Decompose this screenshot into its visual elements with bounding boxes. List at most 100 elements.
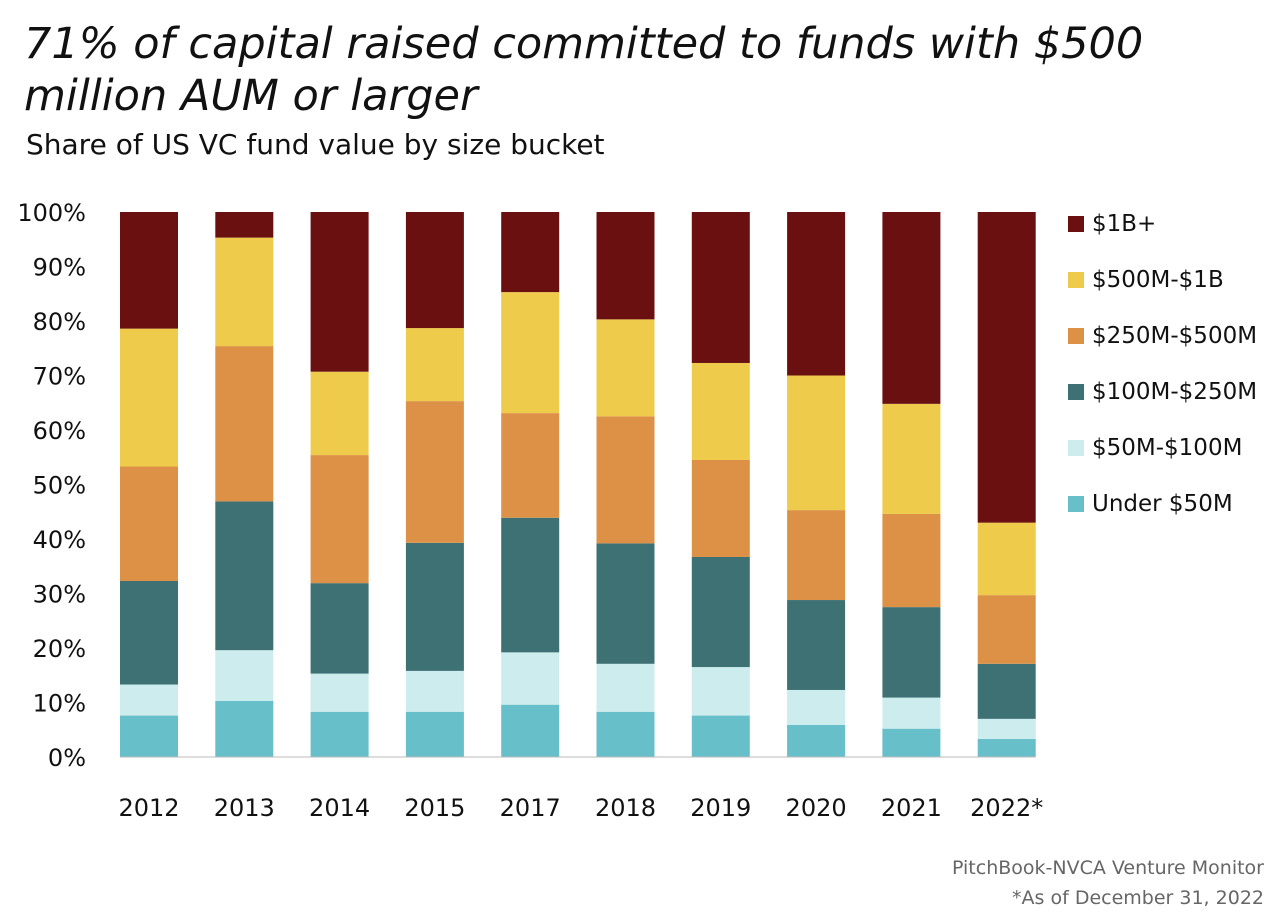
bar-segment bbox=[215, 346, 274, 502]
bar-segment bbox=[787, 600, 846, 690]
bar-segment bbox=[787, 212, 846, 376]
legend-item: Under $50M bbox=[1068, 476, 1257, 532]
x-tick-label: 2019 bbox=[690, 794, 751, 822]
bar-segment bbox=[977, 739, 1036, 757]
bar-segment bbox=[405, 711, 464, 757]
bar-segment bbox=[596, 319, 655, 417]
x-tick-label: 2022* bbox=[970, 794, 1043, 822]
legend-item: $100M-$250M bbox=[1068, 364, 1257, 420]
bar-segment bbox=[882, 728, 941, 757]
bar-segment bbox=[787, 689, 846, 725]
bar-segment bbox=[501, 652, 560, 705]
bar-segment bbox=[310, 673, 369, 712]
bar-segment bbox=[405, 401, 464, 543]
bar-segment bbox=[977, 522, 1036, 596]
y-tick-label: 100% bbox=[17, 199, 86, 227]
x-tick-label: 2014 bbox=[309, 794, 370, 822]
bar-segment bbox=[596, 212, 655, 320]
y-tick-label: 80% bbox=[33, 308, 86, 336]
bar-segment bbox=[596, 543, 655, 664]
stacked-bar-chart: 0% 10% 20% 30% 40% 50% 60% 70% 80% 90% 100% 2012 201… bbox=[17, 199, 1043, 822]
bar-segment bbox=[691, 212, 750, 363]
legend: $1B+ $500M-$1B $250M-$500M $100M-$250M $… bbox=[1068, 196, 1257, 532]
bar-segment bbox=[882, 607, 941, 698]
bar-segment bbox=[120, 580, 178, 685]
bar-segment bbox=[787, 375, 846, 511]
bar-segment bbox=[787, 510, 846, 601]
bar-segment bbox=[691, 715, 750, 757]
chart-title: 71% of capital raised committed to funds… bbox=[24, 19, 1144, 121]
bar-segment bbox=[596, 711, 655, 757]
bar-segment bbox=[215, 212, 274, 238]
x-tick-label: 2021 bbox=[881, 794, 942, 822]
footnote-line: *As of December 31, 2022 bbox=[1012, 887, 1264, 909]
bar-segment bbox=[977, 595, 1036, 664]
bar-segment bbox=[215, 501, 274, 651]
bar-segment bbox=[120, 684, 178, 716]
chart-subtitle: Share of US VC fund value by size bucket bbox=[26, 128, 605, 161]
legend-label: $1B+ bbox=[1092, 211, 1157, 237]
legend-label: $50M-$100M bbox=[1092, 435, 1243, 461]
bar-segment bbox=[977, 663, 1036, 719]
y-tick-label: 20% bbox=[33, 635, 86, 663]
bar-segment bbox=[977, 212, 1036, 523]
bar-segment bbox=[405, 670, 464, 712]
bar-segment bbox=[405, 542, 464, 671]
bar-segment bbox=[120, 715, 178, 757]
bar-segment bbox=[310, 455, 369, 584]
legend-swatch bbox=[1068, 328, 1084, 344]
bar-segment bbox=[310, 583, 369, 674]
x-tick-label: 2017 bbox=[500, 794, 561, 822]
x-tick-label: 2012 bbox=[118, 794, 179, 822]
bar-segment bbox=[596, 663, 655, 712]
bar-segment bbox=[120, 212, 178, 329]
bar-segment bbox=[501, 292, 560, 414]
y-tick-label: 0% bbox=[48, 744, 86, 772]
legend-item: $1B+ bbox=[1068, 196, 1257, 252]
bar-segment bbox=[501, 212, 560, 293]
bar-segment bbox=[691, 667, 750, 716]
bar-segment bbox=[120, 328, 178, 467]
bar-segment bbox=[310, 371, 369, 456]
x-tick-label: 2015 bbox=[404, 794, 465, 822]
y-tick-label: 10% bbox=[33, 690, 86, 718]
x-tick-label: 2013 bbox=[214, 794, 275, 822]
y-tick-label: 70% bbox=[33, 363, 86, 391]
bar-segment bbox=[215, 700, 274, 757]
legend-item: $50M-$100M bbox=[1068, 420, 1257, 476]
y-tick-label: 60% bbox=[33, 417, 86, 445]
bar-segment bbox=[405, 328, 464, 402]
bar-segment bbox=[882, 697, 941, 729]
bar-segment bbox=[787, 724, 846, 757]
bar-segment bbox=[882, 513, 941, 608]
bar-segment bbox=[691, 556, 750, 668]
legend-label: $250M-$500M bbox=[1092, 323, 1258, 349]
legend-item: $500M-$1B bbox=[1068, 252, 1257, 308]
source-line: PitchBook-NVCA Venture Monitor bbox=[951, 857, 1264, 879]
bar-segment bbox=[501, 704, 560, 757]
legend-swatch bbox=[1068, 216, 1084, 232]
y-tick-label: 30% bbox=[33, 581, 86, 609]
legend-label: Under $50M bbox=[1092, 491, 1233, 517]
bar-segment bbox=[310, 711, 369, 757]
bar-segment bbox=[501, 413, 560, 518]
bar-segment bbox=[977, 718, 1036, 740]
bar-segment bbox=[691, 459, 750, 557]
bar-segment bbox=[120, 466, 178, 581]
bar-segment bbox=[215, 237, 274, 347]
legend-swatch bbox=[1068, 272, 1084, 288]
bar-segment bbox=[215, 650, 274, 701]
source-note: PitchBook-NVCA Venture Monitor *As of De… bbox=[952, 853, 1264, 913]
bar-segment bbox=[882, 403, 941, 514]
bar-segment bbox=[691, 362, 750, 460]
y-tick-label: 40% bbox=[33, 526, 86, 554]
bar-segment bbox=[501, 517, 560, 653]
legend-label: $100M-$250M bbox=[1092, 379, 1258, 405]
legend-swatch bbox=[1068, 440, 1084, 456]
bar-segment bbox=[405, 212, 464, 329]
legend-swatch bbox=[1068, 496, 1084, 512]
y-tick-label: 90% bbox=[33, 254, 86, 282]
bar-segment bbox=[882, 212, 941, 404]
legend-label: $500M-$1B bbox=[1092, 267, 1224, 293]
legend-swatch bbox=[1068, 384, 1084, 400]
